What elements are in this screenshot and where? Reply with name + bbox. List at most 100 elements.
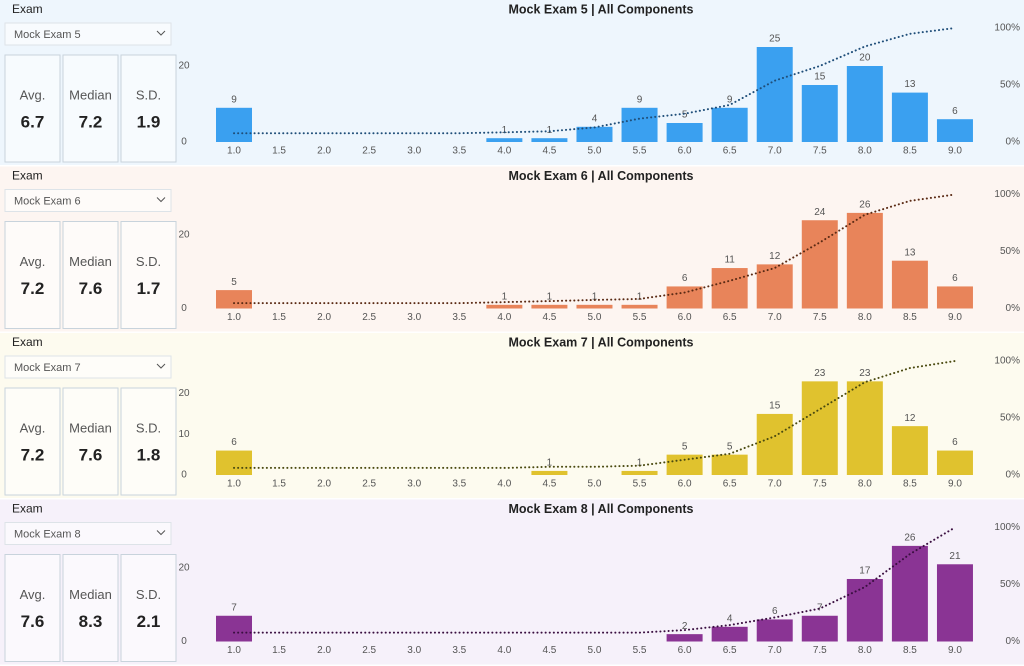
x-tick-label: 3.0 [407, 479, 421, 490]
chart-title: Mock Exam 6 | All Components [508, 169, 693, 183]
x-tick-label: 1.0 [227, 146, 241, 157]
bar [711, 268, 748, 309]
dropdown-value: Mock Exam 8 [14, 528, 81, 540]
data-label: 1 [637, 458, 643, 469]
y-tick-label: 0 [181, 303, 187, 314]
x-tick-label: 4.5 [542, 146, 556, 157]
cumulative-line [233, 27, 956, 135]
x-tick-label: 8.0 [858, 146, 872, 157]
data-label: 9 [637, 94, 643, 105]
x-tick-label: 2.5 [362, 312, 376, 323]
data-label: 4 [592, 113, 598, 124]
exam-dropdown[interactable] [4, 522, 172, 545]
bar [576, 126, 613, 142]
bar [846, 212, 883, 309]
data-label: 6 [231, 437, 237, 448]
y2-tick-label: 50% [1000, 80, 1020, 91]
exam-dropdown[interactable] [4, 22, 172, 46]
x-tick-label: 7.0 [768, 146, 782, 157]
x-tick-label: 1.5 [272, 146, 286, 157]
bar [846, 578, 883, 642]
stat-card [120, 221, 177, 329]
x-tick-label: 5.5 [633, 645, 647, 656]
data-label: 1 [637, 291, 643, 302]
data-label: 1 [592, 291, 598, 302]
stat-card [62, 54, 119, 163]
x-tick-label: 3.5 [452, 479, 466, 490]
data-label: 12 [904, 413, 916, 424]
dropdown-chevron [156, 530, 166, 536]
data-label: 6 [682, 273, 688, 284]
data-label: 1 [547, 458, 553, 469]
bar [486, 138, 523, 142]
x-tick-label: 5.5 [633, 312, 647, 323]
x-tick-label: 2.0 [317, 312, 331, 323]
stat-card [120, 554, 177, 662]
stat-value: 7.2 [21, 279, 45, 298]
bar [891, 545, 928, 642]
stat-card [4, 221, 61, 329]
y2-tick-label: 100% [994, 356, 1020, 367]
x-tick-label: 5.5 [633, 479, 647, 490]
stat-label: S.D. [136, 587, 161, 602]
data-label: 17 [859, 566, 871, 577]
x-tick-label: 4.0 [497, 146, 511, 157]
bar [216, 615, 252, 642]
bar [666, 454, 703, 475]
x-tick-label: 9.0 [948, 312, 962, 323]
x-tick-label: 4.5 [542, 479, 556, 490]
stat-value: 2.1 [137, 612, 161, 631]
x-tick-label: 1.0 [227, 479, 241, 490]
data-label: 26 [904, 533, 916, 544]
data-label: 9 [231, 94, 237, 105]
x-tick-label: 9.0 [948, 479, 962, 490]
x-tick-label: 7.5 [813, 146, 827, 157]
y2-tick-label: 0% [1006, 137, 1021, 148]
x-tick-label: 3.0 [407, 146, 421, 157]
stat-label: S.D. [136, 87, 161, 102]
bar [756, 619, 793, 642]
x-tick-label: 2.5 [362, 645, 376, 656]
data-label: 23 [814, 368, 826, 379]
exam-label: Exam [12, 169, 43, 183]
stat-value: 7.2 [79, 112, 103, 131]
stat-value: 8.3 [79, 612, 103, 631]
exam-dropdown[interactable] [4, 189, 172, 212]
x-tick-label: 4.0 [497, 645, 511, 656]
bar [531, 470, 568, 475]
data-label: 6 [952, 273, 958, 284]
exam-dropdown[interactable] [4, 355, 172, 379]
y2-tick-label: 0% [1006, 636, 1021, 647]
data-label: 6 [772, 606, 778, 617]
dropdown-value: Mock Exam 7 [14, 362, 81, 374]
y2-tick-label: 100% [994, 522, 1020, 533]
bar [621, 107, 658, 142]
y2-tick-label: 50% [1000, 246, 1020, 257]
data-label: 26 [859, 200, 871, 211]
bar [216, 107, 252, 142]
x-tick-label: 8.5 [903, 479, 917, 490]
x-tick-label: 2.5 [362, 479, 376, 490]
bar [801, 615, 838, 642]
data-label: 7 [817, 602, 823, 613]
y-tick-label: 20 [178, 61, 190, 72]
y-tick-label: 0 [181, 636, 187, 647]
bar [486, 304, 523, 309]
data-label: 6 [952, 437, 958, 448]
cumulative-line [233, 193, 956, 305]
bar [891, 260, 928, 309]
x-tick-label: 8.0 [858, 312, 872, 323]
stat-card [62, 387, 119, 496]
x-tick-label: 7.5 [813, 479, 827, 490]
y2-tick-label: 50% [1000, 413, 1020, 424]
data-label: 1 [547, 291, 553, 302]
stat-card [120, 387, 177, 496]
x-tick-label: 6.0 [678, 479, 692, 490]
bar [801, 85, 838, 142]
x-tick-label: 5.5 [633, 146, 647, 157]
chart-title: Mock Exam 7 | All Components [508, 335, 693, 349]
x-tick-label: 3.5 [452, 312, 466, 323]
data-label: 24 [814, 207, 826, 218]
stat-label: Avg. [20, 420, 46, 435]
data-label: 13 [904, 79, 916, 90]
